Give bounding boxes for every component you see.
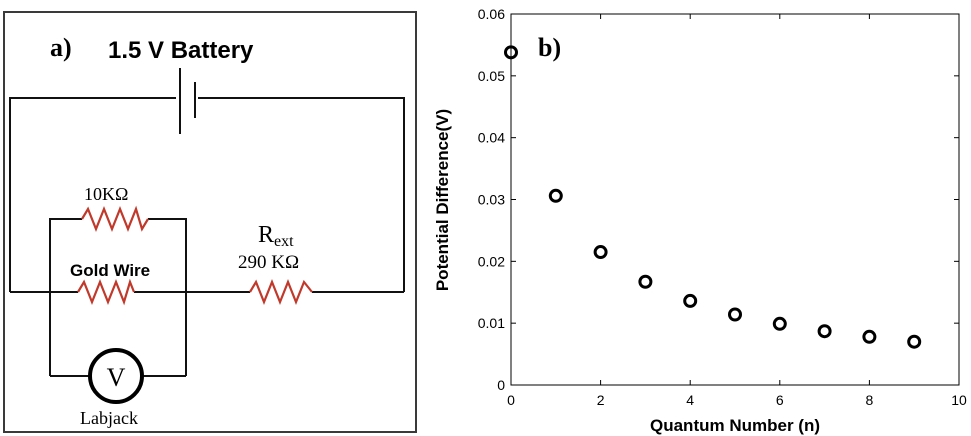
y-tick-label: 0	[497, 377, 505, 393]
chart-panel-letter: b)	[538, 33, 561, 62]
y-tick-label: 0.01	[478, 315, 505, 331]
y-axis-title: Potential Difference(V)	[433, 109, 452, 291]
battery-symbol	[179, 68, 196, 134]
y-tick-label: 0.06	[478, 6, 505, 22]
circuit-panel-letter: a)	[50, 33, 72, 62]
data-point	[638, 274, 653, 289]
circuit-frame	[3, 11, 417, 433]
voltmeter-circle	[88, 348, 144, 404]
x-tick-label: 6	[776, 392, 784, 408]
voltmeter-symbol: V	[107, 363, 126, 392]
x-tick-label: 2	[597, 392, 605, 408]
resistor-10k	[81, 205, 149, 232]
y-axis: 0 0.01 0.02 0.03 0.04 0.05 0.06	[478, 6, 959, 393]
battery-label: 1.5 V Battery	[108, 37, 254, 64]
x-tick-label: 10	[951, 392, 967, 408]
wire-branch-top-right	[148, 218, 187, 376]
y-tick-label: 0.03	[478, 192, 505, 208]
rext-main: R	[258, 222, 274, 248]
x-tick-label: 0	[507, 392, 515, 408]
x-tick-label: 4	[686, 392, 694, 408]
data-point	[907, 334, 922, 349]
x-axis: 0 2 4 6 8 10	[507, 14, 967, 408]
data-point	[728, 307, 742, 322]
data-point	[817, 324, 832, 339]
data-point	[862, 329, 877, 344]
y-tick-label: 0.04	[478, 130, 505, 146]
x-axis-title: Quantum Number (n)	[650, 416, 820, 435]
rext-symbol: Rext	[258, 222, 294, 250]
rext-value: 290 KΩ	[238, 252, 299, 273]
data-point	[504, 45, 518, 60]
x-tick-label: 8	[866, 392, 874, 408]
wire-right-top	[198, 97, 405, 292]
plot-area	[510, 13, 960, 386]
y-tick-label: 0.02	[478, 253, 505, 269]
rext-subscript: ext	[274, 233, 294, 250]
resistor-10k-label: 10KΩ	[84, 184, 128, 204]
data-point	[772, 316, 787, 331]
resistor-rext	[249, 279, 313, 305]
labjack-label: Labjack	[80, 408, 138, 428]
data-point	[593, 245, 608, 260]
data-points	[504, 45, 922, 349]
wire-branch-top	[49, 218, 82, 376]
y-tick-label: 0.05	[478, 68, 505, 84]
wire-left-top	[9, 97, 176, 292]
resistor-gold-wire	[77, 278, 136, 306]
data-point	[683, 293, 698, 308]
chart-panel: b) 0 2 4 6 8 10 0 0.01 0.02 0.03 0.04 0.05 0.06 Qua…	[433, 6, 967, 435]
circuit-panel: a) 1.5 V Battery 10KΩ Gold Wire Rext 290…	[3, 11, 417, 433]
gold-wire-label: Gold Wire	[70, 261, 150, 280]
data-point	[548, 188, 563, 203]
